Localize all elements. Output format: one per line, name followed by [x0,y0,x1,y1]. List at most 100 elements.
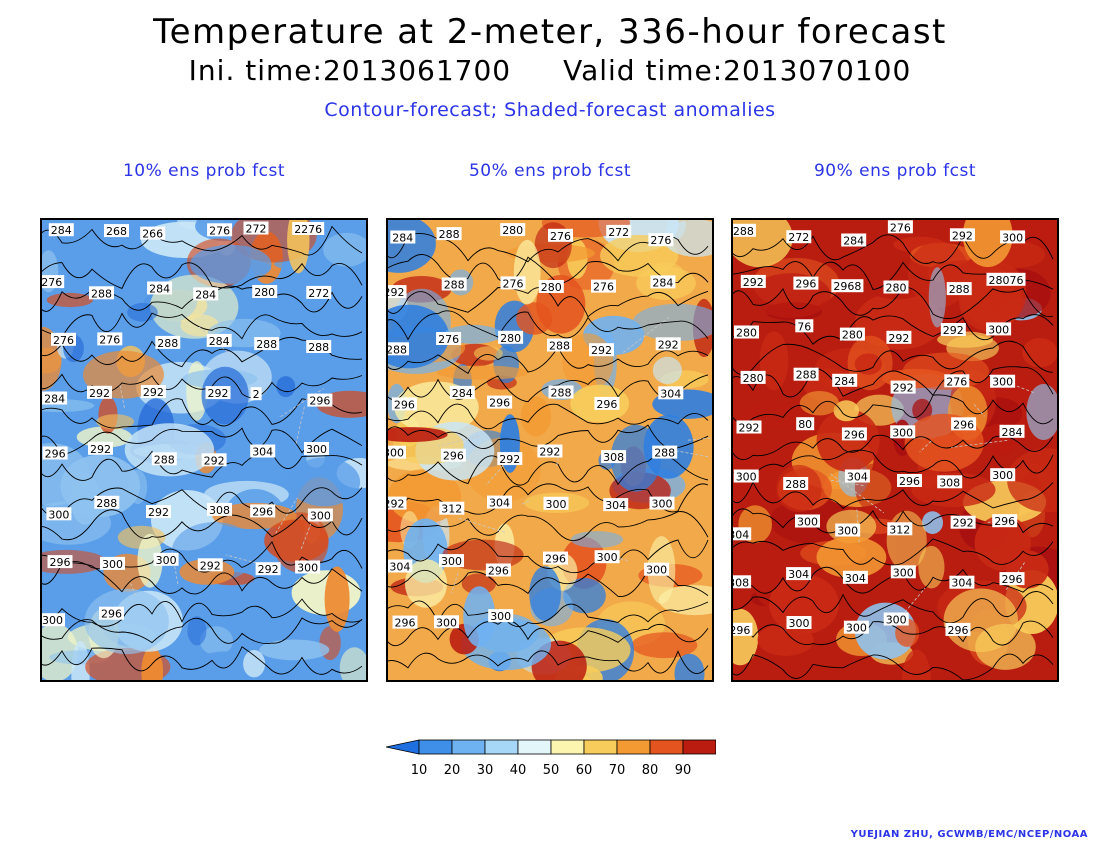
contour-label-text: 292 [388,286,405,299]
contour-label: 272 [243,221,269,236]
contour-label-text: 292 [208,387,229,400]
contour-label: 300 [100,556,125,571]
contour-label-box [441,277,467,291]
contour-label: 296 [42,446,68,461]
contour-label: 304 [658,386,684,400]
contour-label-text: 296 [252,505,273,518]
anomaly-shade [339,647,366,680]
contour-label-text: 276 [650,234,671,247]
anomaly-shade [463,586,496,647]
colorbar: 10 20 30 40 50 60 70 80 90 [386,739,716,778]
contour-label-text: 268 [106,225,127,238]
anomaly-shade [276,376,296,398]
colorbar-tick-label: 10 [411,763,428,778]
contour-label: 280 [538,280,564,294]
contour-label: 292 [950,515,976,530]
colorbar-tick-label: 80 [642,763,659,778]
anomaly-shade [632,303,712,341]
contour-label-text: 2276 [294,223,322,236]
contour-label: 300 [488,609,514,623]
contour-label-text: 304 [605,499,626,512]
contour-label-text: 296 [844,428,865,441]
contour-line [388,346,709,375]
contour-label-text: 308 [939,476,960,489]
contour-label-box [945,622,971,636]
contour-label-text: 300 [837,525,858,538]
contour-label-box [835,523,861,537]
contour-label: 292 [388,285,407,299]
contour-label: 304 [603,498,629,512]
contour-label-text: 284 [1002,426,1023,439]
panel-title-90: 90% ens prob fcst [813,161,977,181]
contour-label-box [391,397,417,411]
colorbar-swatch [583,739,618,755]
contour-label-text: 300 [48,508,69,521]
anomaly-shade [42,595,60,609]
contour-label-box [733,469,759,483]
contour-label-box [649,496,675,510]
contour-label-box [783,477,809,490]
contour-label: 296 [793,276,819,291]
contour-label-text: 304 [660,387,681,400]
contour-label-box [843,620,869,634]
contour-label-box [1000,230,1026,244]
contour-label: 272 [306,285,332,300]
contour-label: 276 [42,275,65,289]
contour-label: 300 [733,469,759,484]
contour-label-text: 292 [943,324,964,337]
contour-line [733,366,1054,398]
contour-label-box [46,507,72,521]
contour-label-box [886,330,912,344]
contour-line [733,481,1054,510]
contour-label: 300 [42,613,65,627]
colorbar-swatch [484,739,519,755]
contour-label: 300 [990,468,1016,482]
border-line [521,500,530,505]
contour-label-text: 300 [297,562,318,575]
contour-label: 304 [842,570,868,585]
contour-label-box [488,609,514,623]
contour-label-text: 292 [743,276,764,289]
contour-label-text: 300 [789,617,810,630]
contour-label-box [153,552,179,566]
contour-label-box [205,386,231,400]
contour-line [733,653,1054,680]
contour-label-text: 272 [246,223,267,236]
contour-label-text: 304 [951,577,972,590]
anomaly-shade [901,649,931,680]
contour-label-box [151,452,177,466]
contour-label-box [883,612,909,626]
contour-label: 288 [652,445,678,460]
anomaly-shade [259,639,330,661]
contour-label-text: 276 [550,230,571,243]
contour-label-box [946,282,972,296]
contour-label-text: 296 [50,556,71,569]
colorbar-tick-label: 40 [510,763,527,778]
contour-label-text: 266 [142,228,163,241]
contour-line [733,591,1054,624]
contour-label-text: 300 [388,447,404,460]
contour-label-box [648,233,674,247]
contour-line [42,598,363,627]
contour-label: 300 [439,554,464,568]
border-line [171,550,179,585]
contour-label-box [883,280,909,294]
anomaly-shade [324,566,350,632]
anomaly-shade [388,427,448,443]
contour-label-text: 280 [743,372,764,385]
border-line [458,517,506,533]
contour-label-box [89,286,114,300]
contour-label-text: 300 [797,516,818,529]
contour-label-text: 280 [886,282,907,295]
contour-label-box [250,387,262,401]
border-line [687,437,711,441]
contour-label-box [548,228,573,242]
colorbar-swatch [649,739,684,755]
contour-label-text: 300 [988,323,1009,336]
contour-label: 296 [250,504,276,518]
border-line [275,497,298,534]
contour-line [42,617,363,644]
contour-line [388,483,709,515]
contour-label-text: 288 [785,478,806,491]
contour-label: 292 [736,420,762,435]
